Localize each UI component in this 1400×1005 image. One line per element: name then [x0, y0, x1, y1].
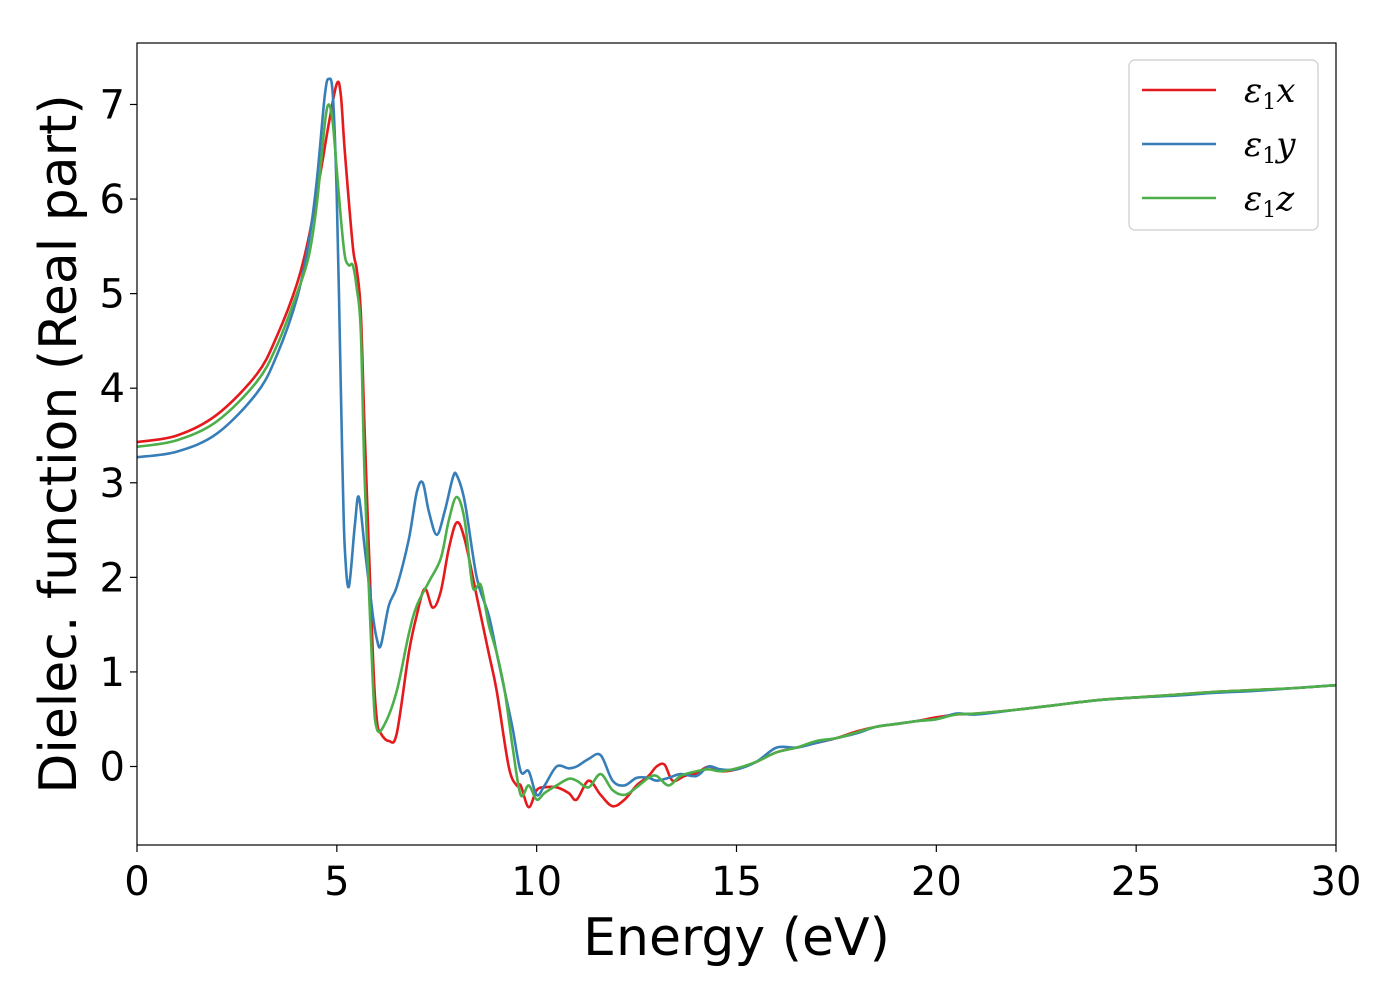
x-tick-label: 25 — [1111, 859, 1162, 905]
x-axis-ticks: 0 5 10 15 20 25 30 — [124, 845, 1361, 905]
x-tick-label: 0 — [124, 859, 149, 905]
x-tick-label: 20 — [911, 859, 962, 905]
y-tick-label: 4 — [100, 366, 125, 412]
series-line-z — [137, 103, 1336, 802]
legend-item: ε1x — [1142, 71, 1295, 115]
y-axis-title: Dielec. function (Real part) — [29, 94, 89, 793]
y-axis-ticks: 0 1 2 3 4 5 6 7 — [100, 82, 137, 791]
legend: ε1x ε1y ε1z — [1128, 59, 1319, 231]
legend-item: ε1y — [1142, 125, 1296, 169]
y-tick-label: 3 — [100, 461, 125, 507]
x-axis-title: Energy (eV) — [583, 908, 890, 968]
x-tick-label: 15 — [711, 859, 762, 905]
y-tick-label: 6 — [100, 177, 125, 223]
legend-label: ε1y — [1244, 125, 1296, 169]
y-tick-label: 2 — [100, 555, 125, 601]
x-tick-label: 10 — [511, 859, 562, 905]
y-tick-label: 7 — [100, 82, 125, 128]
x-tick-label: 30 — [1311, 859, 1362, 905]
legend-label: ε1x — [1244, 71, 1295, 115]
y-tick-label: 0 — [100, 745, 125, 791]
legend-label: ε1z — [1244, 179, 1295, 223]
legend-box — [1128, 59, 1319, 231]
y-tick-label: 5 — [100, 272, 125, 318]
x-tick-label: 5 — [324, 859, 349, 905]
y-tick-label: 1 — [100, 650, 125, 696]
legend-item: ε1z — [1142, 179, 1295, 223]
series-layer — [137, 77, 1336, 809]
